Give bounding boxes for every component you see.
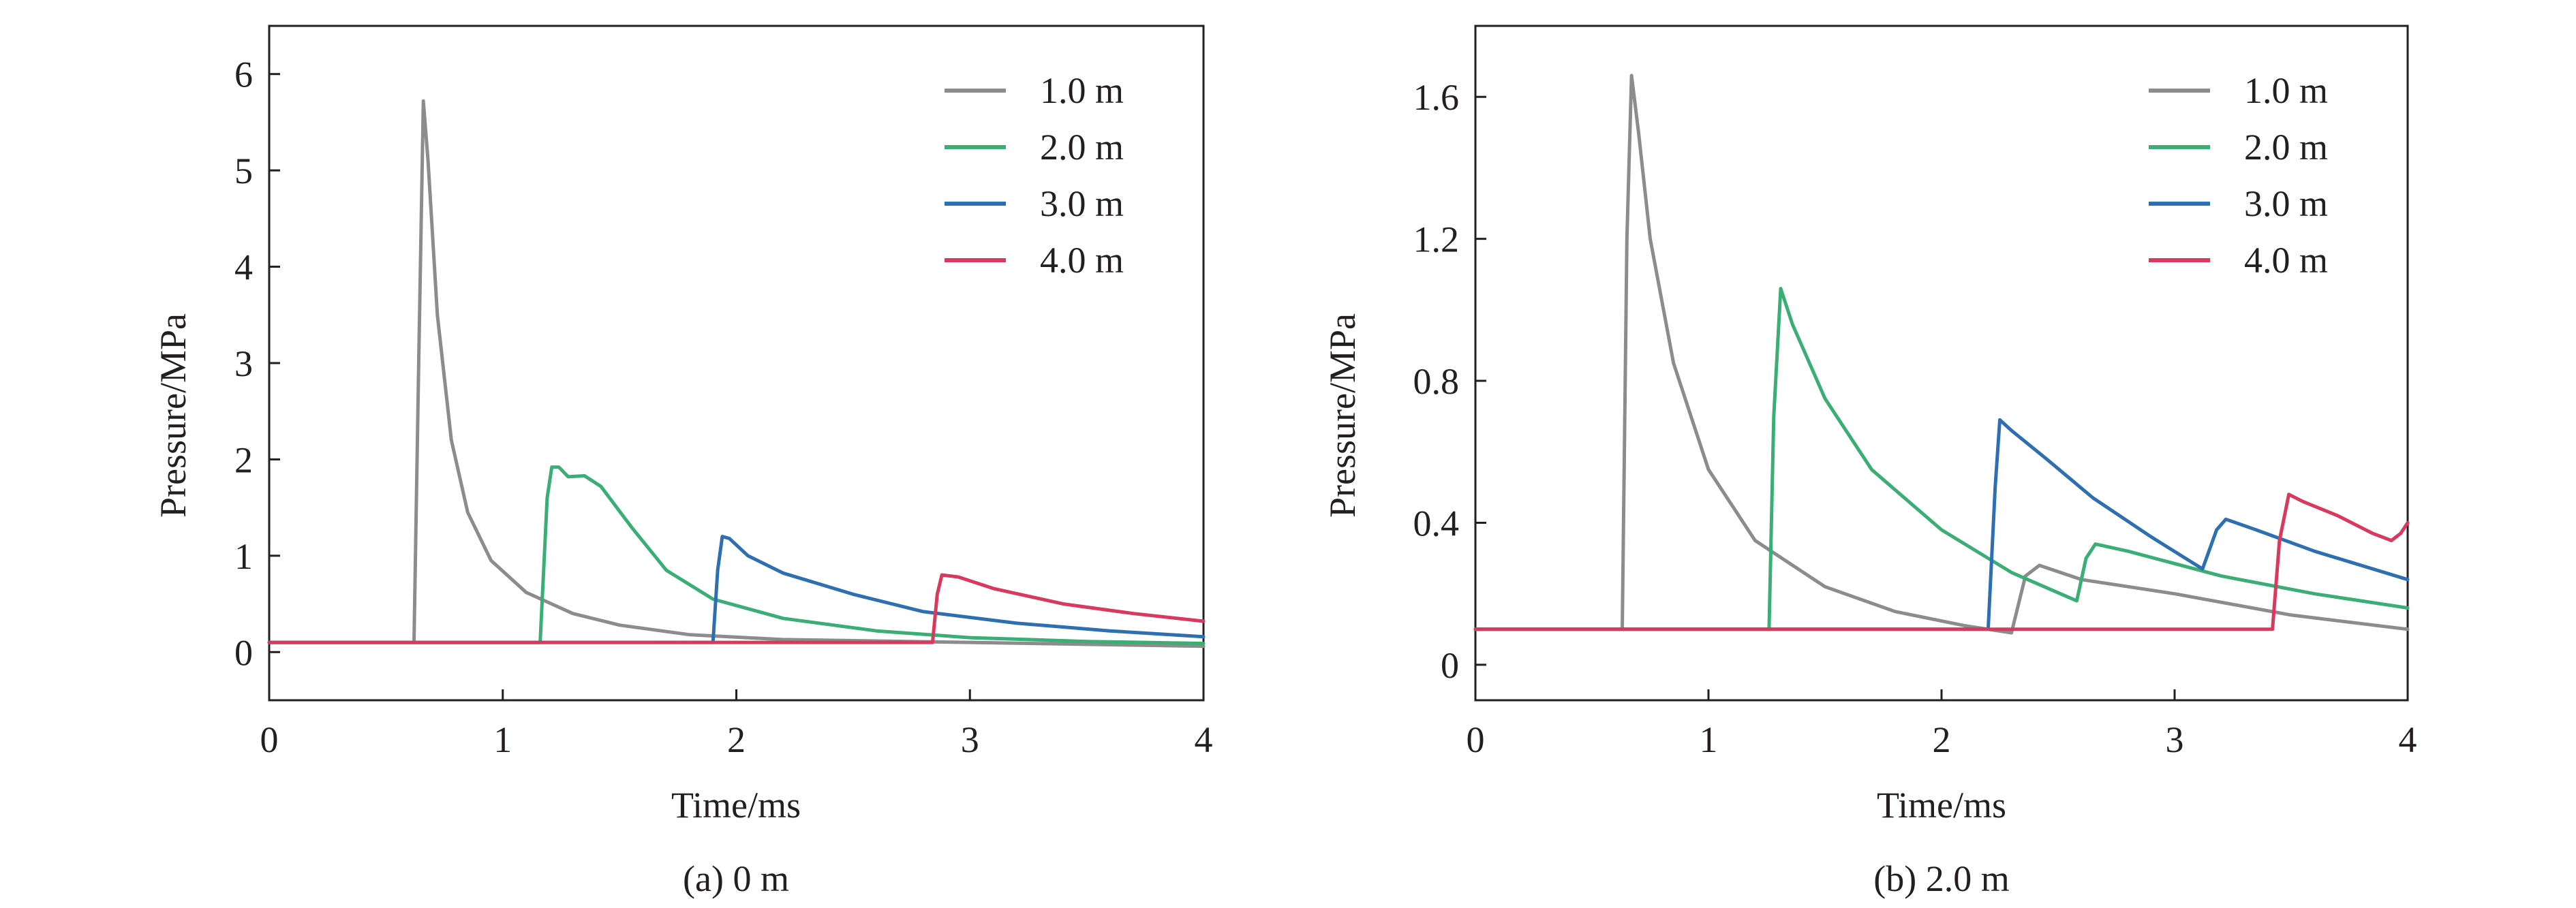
legend-label-b-3: 4.0 m xyxy=(2244,240,2328,281)
x-axis-label-a: Time/ms xyxy=(671,785,801,826)
legend-label-b-2: 3.0 m xyxy=(2244,183,2328,224)
x-tick-label-b-1: 1 xyxy=(1700,719,1718,760)
y-tick-label-b-3: 1.2 xyxy=(1413,219,1460,260)
series-line-b-2 xyxy=(1473,418,2410,631)
x-tick-label-a-2: 2 xyxy=(727,719,746,760)
y-tick-label-a-1: 1 xyxy=(234,536,253,577)
series-line-b-3 xyxy=(1473,492,2410,631)
y-tick-label-a-4: 4 xyxy=(234,247,253,288)
legend-label-a-0: 1.0 m xyxy=(1040,70,1124,111)
series-line-a-2 xyxy=(267,535,1206,644)
panel-a: Pressure/MPa Time/ms (a) 0 m 0 1 2 3 4 0 1 2 3 4 5… xyxy=(153,25,1213,899)
y-axis-label-b: Pressure/MPa xyxy=(1322,313,1363,518)
y-tick-label-b-1: 0.4 xyxy=(1413,503,1460,544)
series-line-a-1 xyxy=(267,465,1206,646)
y-tick-label-a-2: 2 xyxy=(234,439,253,480)
y-tick-label-a-5: 5 xyxy=(234,151,253,191)
x-tick-label-a-3: 3 xyxy=(961,719,979,760)
legend-label-a-1: 2.0 m xyxy=(1040,127,1124,168)
y-tick-label-b-4: 1.6 xyxy=(1413,77,1460,118)
series-line-a-3 xyxy=(267,573,1206,644)
caption-a: (a) 0 m xyxy=(683,858,789,899)
x-tick-label-a-4: 4 xyxy=(1195,719,1213,760)
x-tick-label-b-0: 0 xyxy=(1467,719,1485,760)
x-tick-label-a-0: 0 xyxy=(260,719,279,760)
legend-label-a-2: 3.0 m xyxy=(1040,183,1124,224)
legend-label-b-1: 2.0 m xyxy=(2244,127,2328,168)
series-line-b-1 xyxy=(1473,287,2410,631)
legend-label-a-3: 4.0 m xyxy=(1040,240,1124,281)
x-tick-label-b-3: 3 xyxy=(2166,719,2184,760)
x-tick-label-a-1: 1 xyxy=(493,719,512,760)
y-tick-label-a-3: 3 xyxy=(234,343,253,384)
series-line-a-0 xyxy=(267,99,1206,648)
caption-b: (b) 2.0 m xyxy=(1873,858,2009,899)
x-tick-label-b-4: 4 xyxy=(2399,719,2417,760)
x-axis-label-b: Time/ms xyxy=(1877,785,2006,826)
panel-b: Pressure/MPa Time/ms (b) 2.0 m 0 1 2 3 4 0 0.4… xyxy=(1322,25,2417,899)
y-tick-label-a-0: 0 xyxy=(234,632,253,673)
y-tick-label-b-2: 0.8 xyxy=(1413,361,1460,402)
x-tick-label-b-2: 2 xyxy=(1933,719,1951,760)
y-tick-label-a-6: 6 xyxy=(234,54,253,95)
y-axis-label-a: Pressure/MPa xyxy=(153,313,194,518)
y-tick-label-b-0: 0 xyxy=(1441,645,1459,686)
legend-label-b-0: 1.0 m xyxy=(2244,70,2328,111)
